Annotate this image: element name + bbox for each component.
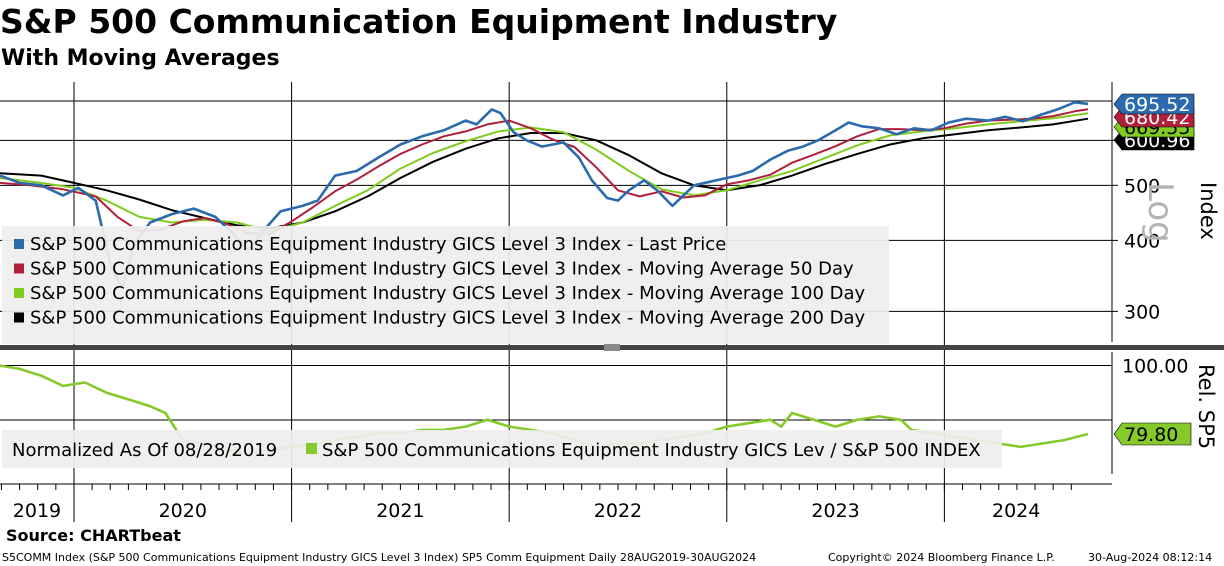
- rel-y-tick-label: 100.00: [1122, 356, 1188, 378]
- last-value-tag-last_price: 695.52: [1113, 93, 1195, 116]
- source-note: Source: CHARTbeat: [6, 526, 181, 545]
- y-tick-label-500: 500: [1124, 175, 1160, 197]
- x-year-label-2021: 2021: [376, 500, 424, 522]
- x-year-label-2022: 2022: [594, 500, 642, 522]
- y-tick-label-400: 400: [1124, 230, 1160, 252]
- chart-subtitle: With Moving Averages: [1, 46, 280, 71]
- series-line-ma50: [0, 108, 1089, 236]
- series-line-ma200: [0, 117, 1089, 230]
- legend-swatch-2: [14, 288, 24, 298]
- legend-label-2: S&P 500 Communications Equipment Industr…: [30, 283, 866, 304]
- footer-timestamp: 30-Aug-2024 08:12:14: [1088, 551, 1213, 564]
- last-value-tag-label: 695.52: [1124, 94, 1190, 116]
- rel-legend-swatch: [306, 443, 317, 454]
- last-value-tag-box: [1113, 422, 1192, 446]
- last-value-tag-relative: 79.80: [1113, 422, 1192, 446]
- legend-box: [2, 226, 889, 344]
- rel-legend-box: [2, 430, 1002, 468]
- legend-label-3: S&P 500 Communications Equipment Industr…: [30, 308, 866, 329]
- legend-label-0: S&P 500 Communications Equipment Industr…: [30, 234, 726, 255]
- rel-y-axis-label: Rel. SP5: [1194, 364, 1218, 449]
- x-year-label-2024: 2024: [992, 500, 1040, 522]
- legend-swatch-0: [14, 239, 24, 249]
- footer-description: S5COMM Index (S&P 500 Communications Equ…: [2, 551, 757, 564]
- y-axis-label: Index: [1196, 182, 1220, 240]
- series-line-last_price: [0, 101, 1089, 290]
- legend-label-1: S&P 500 Communications Equipment Industr…: [30, 259, 854, 280]
- x-year-label-2020: 2020: [159, 500, 207, 522]
- rel-legend-label: S&P 500 Communications Equipment Industr…: [322, 440, 981, 461]
- chart-title: S&P 500 Communication Equipment Industry: [0, 2, 838, 41]
- panel-splitter-handle: [604, 344, 620, 351]
- rel-legend-normalized-label: Normalized As Of 08/28/2019: [12, 440, 277, 461]
- footer-copyright: Copyright© 2024 Bloomberg Finance L.P.: [828, 551, 1055, 564]
- last-value-tag-box: [1113, 93, 1195, 115]
- x-year-label-2023: 2023: [811, 500, 859, 522]
- log-scale-label: Log: [1140, 182, 1180, 243]
- legend-swatch-3: [14, 312, 24, 323]
- y-tick-label-300: 300: [1124, 301, 1160, 323]
- legend-swatch-1: [14, 263, 24, 274]
- last-value-tag-label: 79.80: [1124, 424, 1178, 446]
- x-year-label-2019: 2019: [13, 500, 61, 522]
